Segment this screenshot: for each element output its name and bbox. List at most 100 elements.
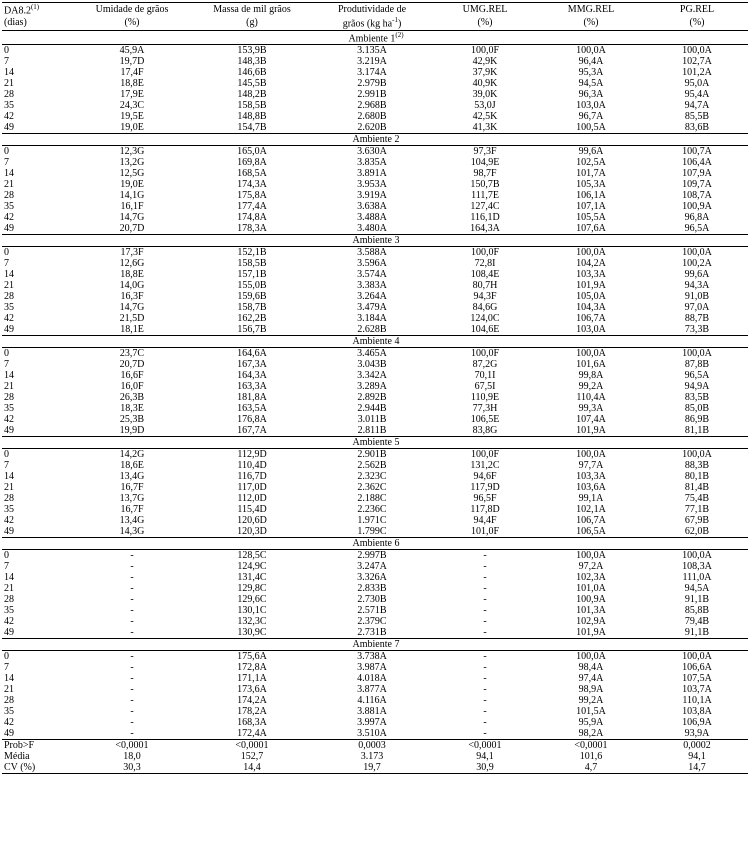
cell: 103,0A xyxy=(538,100,644,111)
cell: 14,7G xyxy=(72,302,192,313)
cell: 99,1A xyxy=(538,493,644,504)
cell: 87,2G xyxy=(432,359,538,370)
cell: 173,6A xyxy=(192,684,312,695)
cell: 80,1B xyxy=(644,471,748,482)
cell: 14,7G xyxy=(72,212,192,223)
row-label: 28 xyxy=(2,89,72,100)
cell: 12,6G xyxy=(72,258,192,269)
cell: 145,5B xyxy=(192,78,312,89)
cell: 101,6A xyxy=(538,359,644,370)
ambiente-header-5: Ambiente 5 xyxy=(2,436,748,448)
cell: 102,9A xyxy=(538,616,644,627)
row-label: 42 xyxy=(2,717,72,728)
cell: 171,1A xyxy=(192,673,312,684)
cell: - xyxy=(72,684,192,695)
cell: 102,5A xyxy=(538,157,644,168)
row-label: 49 xyxy=(2,324,72,336)
cell: 41,3K xyxy=(432,122,538,134)
cell: 3.326A xyxy=(312,572,432,583)
cell: 103,0A xyxy=(538,324,644,336)
cell: - xyxy=(432,616,538,627)
cell: 14,1G xyxy=(72,190,192,201)
footer-value: 0,0003 xyxy=(312,739,432,751)
row-label: 7 xyxy=(2,561,72,572)
cell: 164,3A xyxy=(192,370,312,381)
cell: 42,9K xyxy=(432,56,538,67)
ambiente-header-6: Ambiente 6 xyxy=(2,537,748,549)
cell: 153,9B xyxy=(192,44,312,56)
cell: 14,3G xyxy=(72,526,192,538)
row-label: 7 xyxy=(2,56,72,67)
cell: 99,2A xyxy=(538,381,644,392)
cell: 117,0D xyxy=(192,482,312,493)
cell: 100,0A xyxy=(538,650,644,662)
cell: 101,3A xyxy=(538,605,644,616)
cell: 97,4A xyxy=(538,673,644,684)
row-label: 49 xyxy=(2,122,72,134)
cell: - xyxy=(72,594,192,605)
cell: 16,7F xyxy=(72,504,192,515)
cell: 152,1B xyxy=(192,246,312,258)
row-label: 35 xyxy=(2,403,72,414)
ambiente-header-4: Ambiente 4 xyxy=(2,335,748,347)
cell: 3.043B xyxy=(312,359,432,370)
cell: 96,5A xyxy=(644,223,748,235)
cell: 13,4G xyxy=(72,515,192,526)
cell: 109,7A xyxy=(644,179,748,190)
cell: 100,0A xyxy=(644,246,748,258)
cell: 95,4A xyxy=(644,89,748,100)
cell: 19,0E xyxy=(72,179,192,190)
row-label: 0 xyxy=(2,448,72,460)
cell: 83,8G xyxy=(432,425,538,437)
cell: 42,5K xyxy=(432,111,538,122)
cell: 4.116A xyxy=(312,695,432,706)
cell: 103,3A xyxy=(538,471,644,482)
cell: 16,7F xyxy=(72,482,192,493)
col-header-bottom-0: (dias) xyxy=(2,16,72,30)
cell: 100,0F xyxy=(432,448,538,460)
row-label: 49 xyxy=(2,425,72,437)
cell: 93,9A xyxy=(644,728,748,740)
cell: 174,8A xyxy=(192,212,312,223)
cell: 85,8B xyxy=(644,605,748,616)
cell: - xyxy=(72,706,192,717)
cell: - xyxy=(72,605,192,616)
cell: 2.188C xyxy=(312,493,432,504)
cell: 129,8C xyxy=(192,583,312,594)
cell: 2.901B xyxy=(312,448,432,460)
row-label: 0 xyxy=(2,549,72,561)
cell: 2.628B xyxy=(312,324,432,336)
cell: 167,7A xyxy=(192,425,312,437)
row-label: 28 xyxy=(2,392,72,403)
cell: 2.997B xyxy=(312,549,432,561)
cell: 106,4A xyxy=(644,157,748,168)
cell: 2.323C xyxy=(312,471,432,482)
cell: - xyxy=(432,728,538,740)
cell: 108,3A xyxy=(644,561,748,572)
col-header-top-0: DA8.2(1) xyxy=(2,3,72,17)
cell: 172,8A xyxy=(192,662,312,673)
cell: 116,7D xyxy=(192,471,312,482)
cell: 73,3B xyxy=(644,324,748,336)
cell: 40,9K xyxy=(432,78,538,89)
row-label: 49 xyxy=(2,728,72,740)
row-label: 35 xyxy=(2,706,72,717)
cell: 172,4A xyxy=(192,728,312,740)
cell: 106,7A xyxy=(538,515,644,526)
cell: 178,3A xyxy=(192,223,312,235)
cell: 83,6B xyxy=(644,122,748,134)
row-label: 14 xyxy=(2,471,72,482)
cell: 13,2G xyxy=(72,157,192,168)
cell: 101,9A xyxy=(538,280,644,291)
cell: 100,0A xyxy=(644,549,748,561)
ambiente-header-1: Ambiente 1(2) xyxy=(2,30,748,44)
cell: - xyxy=(432,549,538,561)
cell: 99,2A xyxy=(538,695,644,706)
cell: 2.362C xyxy=(312,482,432,493)
cell: 1.971C xyxy=(312,515,432,526)
footer-value: 94,1 xyxy=(644,751,748,762)
cell: 102,7A xyxy=(644,56,748,67)
footer-value: <0,0001 xyxy=(72,739,192,751)
cell: 100,9A xyxy=(538,594,644,605)
cell: 156,7B xyxy=(192,324,312,336)
